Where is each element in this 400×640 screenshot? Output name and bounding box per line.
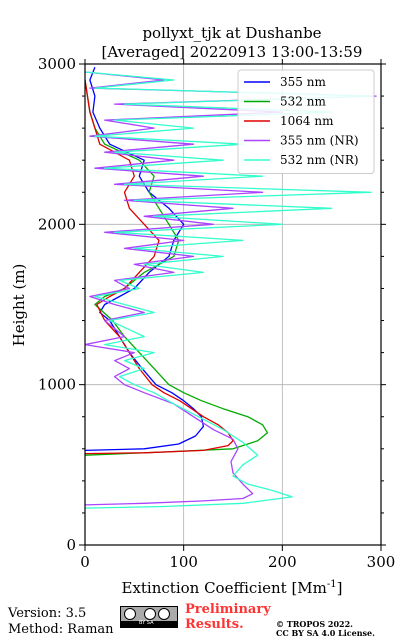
x-axis-label: Extinction Coefficient [Mm-1]	[122, 579, 343, 597]
legend: 355 nm 532 nm 1064 nm 355 nm (NR) 532 nm (NR…	[237, 69, 375, 174]
x-tick-label: 200	[268, 553, 297, 571]
x-axis-label-sup: -1	[327, 579, 337, 590]
cc-license-badge: BY SA	[120, 606, 178, 628]
preliminary-line2: Results.	[185, 617, 244, 632]
y-tick-label: 0	[66, 536, 76, 554]
x-tick-label: 0	[80, 553, 90, 571]
series-line-3	[85, 71, 377, 506]
chart-title-line2: [Averaged] 20220913 13:00-13:59	[102, 43, 363, 61]
series-line-4	[85, 71, 372, 509]
copyright-line1: © TROPOS 2022.	[276, 619, 353, 629]
axis-ticks	[79, 59, 386, 551]
x-axis-label-main: Extinction Coefficient [Mm	[122, 579, 327, 597]
y-axis-label: Height (m)	[10, 264, 28, 347]
cc-badge-text: BY SA	[139, 620, 154, 626]
y-tick-label: 1000	[38, 376, 76, 394]
legend-label: 355 nm	[280, 75, 326, 89]
chart-title-line1: pollyxt_tjk at Dushanbe	[142, 24, 321, 42]
version-text: Version: 3.5	[8, 606, 87, 621]
plot-frame	[84, 63, 382, 546]
sa-icon	[158, 608, 170, 620]
x-tick-label: 100	[169, 553, 198, 571]
x-axis-label-end: ]	[337, 579, 343, 597]
y-tick-label: 3000	[38, 55, 76, 73]
y-tick-label: 2000	[38, 215, 76, 233]
cc-icon	[124, 608, 136, 620]
legend-label: 532 nm (NR)	[280, 153, 359, 167]
legend-box	[237, 69, 375, 174]
series-line-1	[85, 79, 269, 456]
preliminary-results-label: Preliminary Results.	[185, 602, 271, 632]
method-text: Method: Raman	[8, 622, 114, 637]
copyright-notice: © TROPOS 2022. CC BY SA 4.0 License.	[276, 620, 375, 638]
x-tick-label: 300	[367, 553, 396, 571]
series-lines	[85, 66, 377, 509]
copyright-line2: CC BY SA 4.0 License.	[276, 628, 375, 638]
legend-label: 532 nm	[280, 95, 326, 109]
by-icon	[144, 608, 156, 620]
legend-label: 1064 nm	[280, 114, 334, 128]
legend-label: 355 nm (NR)	[280, 134, 359, 148]
preliminary-line1: Preliminary	[185, 602, 271, 617]
